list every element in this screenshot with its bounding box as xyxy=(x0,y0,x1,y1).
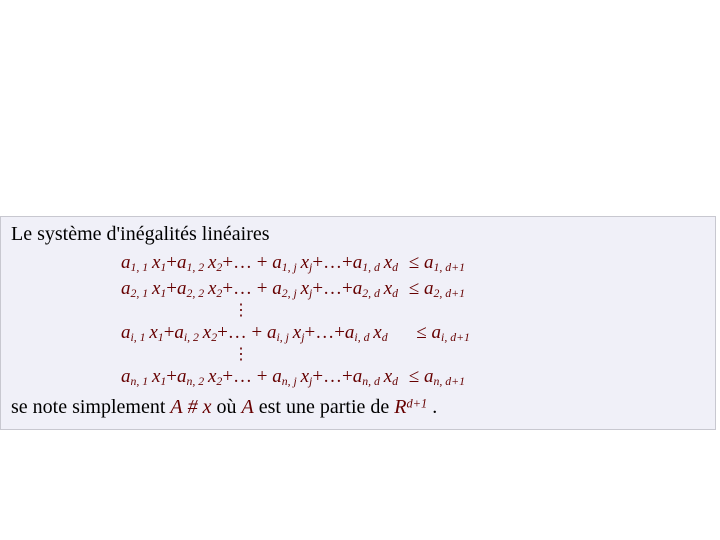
coef: a xyxy=(272,278,282,299)
outro-mid: où xyxy=(212,396,242,418)
rhs: ≤ a1, d+1 xyxy=(409,250,465,276)
coef: a xyxy=(121,278,131,299)
var-sub: d xyxy=(392,261,398,274)
var: x xyxy=(203,322,211,343)
op-dots: +…+ xyxy=(312,252,352,273)
coef: a xyxy=(272,252,282,273)
coef: a xyxy=(267,322,277,343)
op-dots: +… + xyxy=(222,366,267,387)
coef-sub: 1, 2 xyxy=(187,261,205,274)
matrix-A: A xyxy=(170,396,182,418)
coef: a xyxy=(424,366,434,387)
coef-sub: 2, d xyxy=(362,287,380,300)
op-le: ≤ xyxy=(409,252,419,273)
var: x xyxy=(301,366,309,387)
var: x xyxy=(384,252,392,273)
eq-row-2: a2, 1 x1+a2, 2 x2+… + a2, j xj+…+a2, d x… xyxy=(121,278,465,299)
set-R-exp: d+1 xyxy=(406,397,427,411)
coef-sub: n, 2 xyxy=(187,375,205,388)
eq-row-1: a1, 1 x1+a1, 2 x2+… + a1, j xj+…+a1, d x… xyxy=(121,252,465,273)
intro-text: Le système d'inégalités linéaires xyxy=(11,223,705,246)
set-R: R xyxy=(394,396,406,418)
coef-sub: n, 1 xyxy=(131,375,149,388)
coef-sub: i, d xyxy=(354,331,369,344)
var-sub: d xyxy=(392,287,398,300)
op-dots: +… + xyxy=(222,278,267,299)
coef: a xyxy=(177,252,187,273)
coef: a xyxy=(424,278,434,299)
op-plus: + xyxy=(166,252,177,273)
coef-sub: 1, j xyxy=(282,261,297,274)
coef-sub: 2, d+1 xyxy=(434,287,465,300)
rhs: ≤ ai, d+1 xyxy=(416,320,470,346)
op-dots: +…+ xyxy=(312,366,352,387)
var: x xyxy=(301,278,309,299)
coef-sub: n, d xyxy=(362,375,380,388)
op-dots: +… + xyxy=(222,252,267,273)
coef: a xyxy=(424,252,434,273)
coef-sub: 2, j xyxy=(282,287,297,300)
coef: a xyxy=(353,252,363,273)
coef-sub: 2, 2 xyxy=(187,287,205,300)
outro-post1: est une partie de xyxy=(254,396,395,418)
op-le: ≤ xyxy=(409,278,419,299)
coef: a xyxy=(121,366,131,387)
vertical-dots-icon: ⋮ xyxy=(121,348,361,362)
equation-block: a1, 1 x1+a1, 2 x2+… + a1, j xj+…+a1, d x… xyxy=(121,250,705,390)
coef: a xyxy=(345,322,355,343)
coef: a xyxy=(121,252,131,273)
eq-row-i: ai, 1 x1+ai, 2 x2+… + ai, j xj+…+ai, d x… xyxy=(121,322,470,343)
vector-x: x xyxy=(203,396,212,418)
var: x xyxy=(384,278,392,299)
coef-sub: i, 1 xyxy=(131,331,146,344)
coef-sub: n, d+1 xyxy=(434,375,465,388)
op-dots: +… + xyxy=(217,322,262,343)
coef-sub: 2, 1 xyxy=(131,287,149,300)
rhs: ≤ an, d+1 xyxy=(409,364,465,390)
vertical-dots-icon: ⋮ xyxy=(121,304,361,318)
var-sub: d xyxy=(382,331,388,344)
var-sub: d xyxy=(392,375,398,388)
op-hash: # xyxy=(188,396,198,418)
rhs: ≤ a2, d+1 xyxy=(409,276,465,302)
coef-sub: 1, 1 xyxy=(131,261,149,274)
var: x xyxy=(149,322,157,343)
coef: a xyxy=(174,322,184,343)
matrix-A: A xyxy=(242,396,254,418)
outro-post2: . xyxy=(427,396,437,418)
coef: a xyxy=(353,278,363,299)
var: x xyxy=(373,322,381,343)
coef: a xyxy=(121,322,131,343)
op-plus: + xyxy=(166,278,177,299)
coef: a xyxy=(272,366,282,387)
outro-pre: se note simplement xyxy=(11,396,170,418)
eq-row-n: an, 1 x1+an, 2 x2+… + an, j xj+…+an, d x… xyxy=(121,366,465,387)
coef: a xyxy=(177,278,187,299)
op-plus: + xyxy=(166,366,177,387)
coef-sub: n, j xyxy=(282,375,297,388)
var: x xyxy=(384,366,392,387)
op-le: ≤ xyxy=(416,322,426,343)
coef-sub: i, 2 xyxy=(184,331,199,344)
definition-panel: Le système d'inégalités linéaires a1, 1 … xyxy=(0,216,716,430)
coef-sub: 1, d xyxy=(362,261,380,274)
op-dots: +…+ xyxy=(304,322,344,343)
coef: a xyxy=(432,322,442,343)
op-le: ≤ xyxy=(409,366,419,387)
coef: a xyxy=(177,366,187,387)
coef-sub: i, d+1 xyxy=(441,331,470,344)
op-dots: +…+ xyxy=(312,278,352,299)
var: x xyxy=(301,252,309,273)
coef-sub: 1, d+1 xyxy=(434,261,465,274)
var: x xyxy=(293,322,301,343)
op-plus: + xyxy=(164,322,175,343)
outro-text: se note simplement A # x où A est une pa… xyxy=(11,396,705,419)
coef: a xyxy=(353,366,363,387)
coef-sub: i, j xyxy=(277,331,289,344)
